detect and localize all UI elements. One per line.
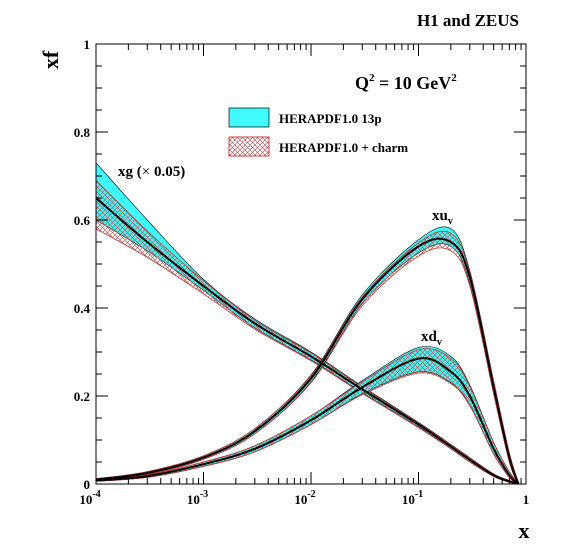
x-axis: 10-4 10-3 10-2 10-1 1	[79, 44, 529, 507]
legend-label-13p: HERAPDF1.0 13p	[279, 111, 382, 126]
curve-xdv	[96, 357, 520, 484]
band-13p-xg	[96, 162, 519, 484]
curves-group	[96, 197, 520, 484]
y-tick-label: 0.6	[74, 213, 91, 228]
x-axis-label: x	[519, 518, 530, 543]
legend: HERAPDF1.0 13p HERAPDF1.0 + charm	[228, 107, 408, 157]
y-tick-label: 0.8	[74, 125, 91, 140]
y-tick-label: 0.4	[74, 301, 91, 316]
band-charm-xuv	[96, 230, 519, 484]
series-label-xg: xg (× 0.05)	[118, 164, 185, 180]
y-axis: 0 0.2 0.4 0.6 0.8 1	[74, 37, 526, 492]
series-label-xdv: xdv	[421, 329, 442, 348]
band-charm-xdv	[96, 348, 519, 484]
series-label-xuv: xuv	[432, 208, 453, 227]
legend-label-charm: HERAPDF1.0 + charm	[279, 140, 408, 155]
band-charm-xg	[96, 179, 519, 484]
curve-xuv	[96, 237, 520, 484]
y-tick-label: 0	[84, 477, 91, 492]
chart-title: H1 and ZEUS	[417, 11, 519, 30]
x-tick-label: 1	[523, 492, 530, 507]
q2-annotation: Q2 = 10 GeV2	[355, 72, 457, 93]
x-tick-label: 10-3	[187, 489, 208, 507]
y-axis-label: xf	[38, 50, 63, 69]
y-tick-label: 1	[84, 37, 91, 52]
x-tick-label: 10-1	[402, 489, 423, 507]
y-tick-label: 0.2	[74, 389, 90, 404]
curve-xg	[96, 197, 519, 484]
legend-swatch-charm	[228, 136, 270, 157]
bands-group	[96, 162, 519, 484]
legend-swatch-13p	[228, 107, 270, 128]
x-tick-label: 10-2	[294, 489, 315, 507]
x-tick-label: 10-4	[79, 489, 100, 507]
